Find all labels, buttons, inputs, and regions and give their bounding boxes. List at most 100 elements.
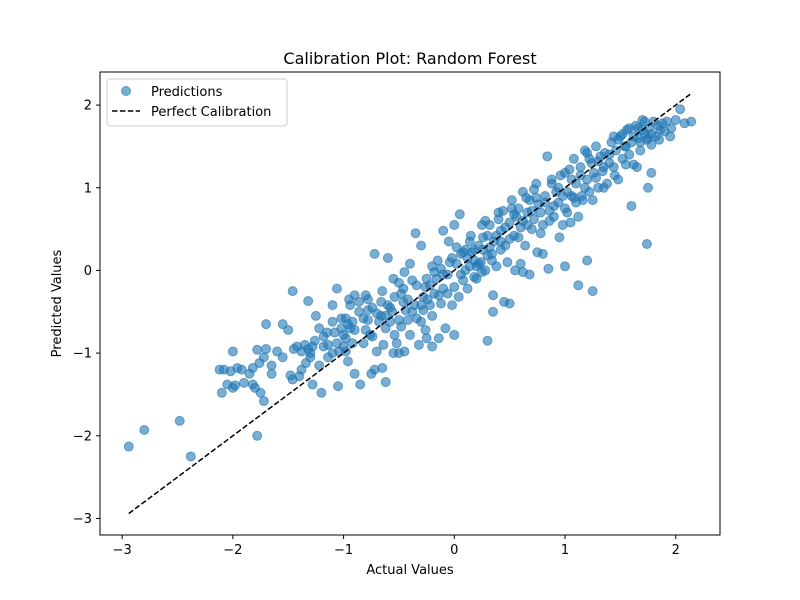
scatter-point-311 <box>421 273 432 284</box>
scatter-point-271 <box>393 315 404 326</box>
scatter-point-362 <box>476 219 487 230</box>
scatter-point-361 <box>582 148 593 159</box>
x-tick-label: −1 <box>334 543 353 558</box>
scatter-point-36 <box>314 360 325 371</box>
perfect-calibration-line <box>128 92 692 515</box>
scatter-point-293 <box>296 364 307 375</box>
scatter-point-5 <box>216 387 227 398</box>
scatter-point-243 <box>517 215 528 226</box>
scatter-point-304 <box>449 219 460 230</box>
scatter-point-240 <box>531 192 542 203</box>
scatter-point-151 <box>568 153 579 164</box>
scatter-point-307 <box>471 273 482 284</box>
scatter-point-77 <box>405 329 415 340</box>
scatter-point-3 <box>185 451 196 462</box>
scatter-point-66 <box>380 377 391 388</box>
scatter-point-21 <box>252 344 263 355</box>
scatter-point-234 <box>557 191 568 202</box>
y-axis-label: Predicted Values <box>50 249 65 357</box>
scatter-point-20 <box>254 358 265 369</box>
scatter-point-81 <box>413 339 424 350</box>
axes-frame <box>99 71 721 536</box>
scatter-point-319 <box>288 343 299 354</box>
scatter-point-285 <box>331 338 342 349</box>
scatter-point-87 <box>427 310 438 321</box>
scatter-point-343 <box>598 182 609 193</box>
scatter-point-268 <box>407 306 418 317</box>
scatter-point-16 <box>214 364 225 375</box>
scatter-point-289 <box>314 323 325 334</box>
scatter-point-296 <box>382 253 393 264</box>
scatter-point-369 <box>362 305 373 316</box>
scatter-point-335 <box>504 298 515 309</box>
scatter-point-91 <box>436 298 446 309</box>
legend-marker-predictions <box>121 86 131 96</box>
scatter-point-218 <box>633 123 644 134</box>
scatter-point-323 <box>244 368 255 379</box>
scatter-point-239 <box>535 207 546 218</box>
scatter-point-226 <box>593 156 604 167</box>
scatter-point-316 <box>344 294 355 305</box>
scatter-point-286 <box>327 316 338 327</box>
scatter-point-211 <box>495 244 506 255</box>
scatter-point-300 <box>416 240 427 251</box>
scatter-point-349 <box>654 134 665 145</box>
scatter-point-359 <box>560 167 570 178</box>
scatter-point-8 <box>238 377 249 388</box>
scatter-point-299 <box>410 228 421 239</box>
scatter-point-203 <box>560 261 570 272</box>
scatter-point-275 <box>376 296 387 307</box>
scatter-point-273 <box>385 302 396 313</box>
scatter-point-340 <box>565 217 576 228</box>
scatter-point-351 <box>665 131 676 142</box>
points-layer <box>123 104 697 462</box>
scatter-point-322 <box>266 360 277 371</box>
scatter-point-308 <box>476 267 487 278</box>
scatter-point-338 <box>543 263 554 274</box>
scatter-point-84 <box>420 324 431 335</box>
scatter-point-46 <box>349 368 360 379</box>
scatter-point-348 <box>646 167 657 178</box>
scatter-point-65 <box>378 339 389 350</box>
scatter-point-331 <box>421 333 432 344</box>
scatter-point-370 <box>347 316 358 327</box>
scatter-point-71 <box>391 338 402 349</box>
scatter-point-99 <box>453 291 464 302</box>
x-tick-label: 0 <box>450 543 458 558</box>
scatter-point-12 <box>258 396 269 407</box>
y-tick-label: 0 <box>84 264 92 279</box>
scatter-point-37 <box>316 387 327 398</box>
plot-area <box>123 92 697 515</box>
scatter-point-181 <box>635 145 646 156</box>
scatter-point-27 <box>287 286 298 297</box>
scatter-point-354 <box>493 207 504 218</box>
scatter-point-298 <box>399 267 410 278</box>
scatter-point-314 <box>377 286 388 297</box>
scatter-point-197 <box>686 116 697 127</box>
scatter-point-337 <box>532 247 543 258</box>
scatter-point-24 <box>261 319 272 330</box>
x-tick-label: −3 <box>113 543 132 558</box>
scatter-point-251 <box>482 250 493 261</box>
scatter-point-358 <box>546 178 557 189</box>
scatter-point-18 <box>261 343 272 354</box>
scatter-point-1 <box>139 425 150 435</box>
scatter-point-312 <box>405 258 415 269</box>
scatter-point-266 <box>416 300 427 311</box>
scatter-point-223 <box>608 131 619 142</box>
scatter-point-169 <box>608 162 619 173</box>
y-tick-label: 2 <box>84 99 92 114</box>
y-axis-ticks: −3 −2 −1 0 1 2 <box>73 99 100 527</box>
scatter-point-310 <box>427 261 438 272</box>
scatter-point-344 <box>609 170 620 181</box>
x-tick-label: 2 <box>672 543 680 558</box>
scatter-point-321 <box>272 346 283 357</box>
scatter-point-258 <box>451 242 462 253</box>
scatter-point-241 <box>526 205 537 216</box>
scatter-point-202 <box>573 280 584 291</box>
scatter-point-52 <box>333 381 344 392</box>
scatter-point-260 <box>442 288 453 299</box>
scatter-point-23 <box>266 368 277 379</box>
scatter-point-26 <box>283 324 294 335</box>
scatter-point-216 <box>646 139 657 150</box>
